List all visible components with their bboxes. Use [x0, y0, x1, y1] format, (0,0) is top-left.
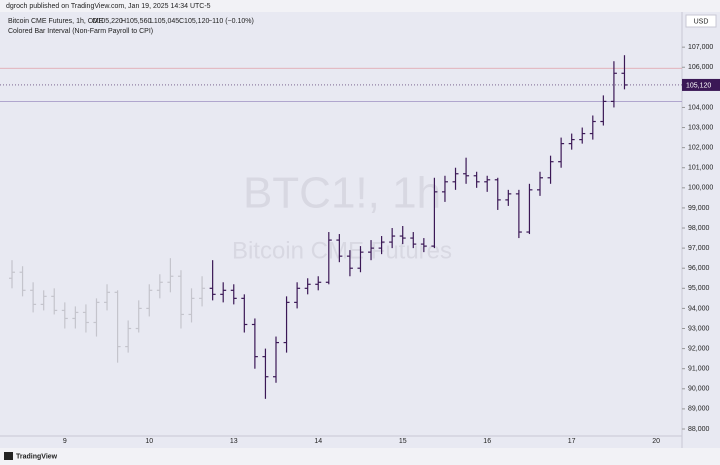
x-tick-label: 17	[568, 438, 576, 445]
change: −110 (−0.10%)	[208, 18, 254, 25]
y-tick-label: 100,000	[688, 185, 713, 192]
y-tick-label: 94,000	[688, 305, 710, 312]
y-tick-label: 93,000	[688, 325, 710, 332]
footer-bar	[0, 448, 720, 465]
ohlc-close: C105,120	[179, 18, 209, 25]
x-tick-label: 14	[314, 438, 322, 445]
top-bar	[0, 0, 720, 12]
y-tick-label: 107,000	[688, 44, 713, 51]
watermark: Bitcoin CME Futures	[232, 237, 452, 264]
ohlc-high: H105,560	[121, 18, 151, 25]
y-tick-label: 95,000	[688, 285, 710, 292]
y-tick-label: 103,000	[688, 124, 713, 131]
currency-box[interactable]	[685, 14, 717, 28]
x-tick-label: 13	[230, 438, 238, 445]
y-tick-label: 99,000	[688, 205, 710, 212]
y-tick-label: 106,000	[688, 64, 713, 71]
ohlc-open: O105,220	[92, 18, 123, 25]
x-tick-label: 15	[399, 438, 407, 445]
ohlc-low: L105,045	[150, 18, 179, 25]
logo	[4, 452, 13, 460]
y-tick-label: 96,000	[688, 265, 710, 272]
y-tick-label: 102,000	[688, 144, 713, 151]
x-tick-label: 10	[145, 438, 153, 445]
last-price-label: 105,120	[686, 82, 711, 89]
y-tick-label: 98,000	[688, 225, 710, 232]
x-tick-label: 20	[652, 438, 660, 445]
attribution: dgroch published on TradingView.com, Jan…	[6, 3, 211, 10]
y-tick-label: 89,000	[688, 406, 710, 413]
y-tick-label: 97,000	[688, 245, 710, 252]
x-tick-label: 9	[63, 438, 67, 445]
y-tick-label: 91,000	[688, 366, 710, 373]
y-tick-label: 104,000	[688, 104, 713, 111]
currency[interactable]: USD	[694, 18, 709, 25]
x-tick-label: 16	[483, 438, 491, 445]
y-tick-label: 90,000	[688, 386, 710, 393]
y-tick-label: 88,000	[688, 426, 710, 433]
last-price-box	[682, 78, 720, 91]
y-tick-label: 101,000	[688, 165, 713, 172]
y-tick-label: 92,000	[688, 345, 710, 352]
symbol: Bitcoin CME Futures, 1h, CME	[8, 18, 104, 25]
watermark: BTC1!, 1h	[243, 169, 441, 218]
brand: TradingView	[16, 453, 58, 460]
indicator: Colored Bar Interval (Non-Farm Payroll t…	[8, 28, 153, 35]
